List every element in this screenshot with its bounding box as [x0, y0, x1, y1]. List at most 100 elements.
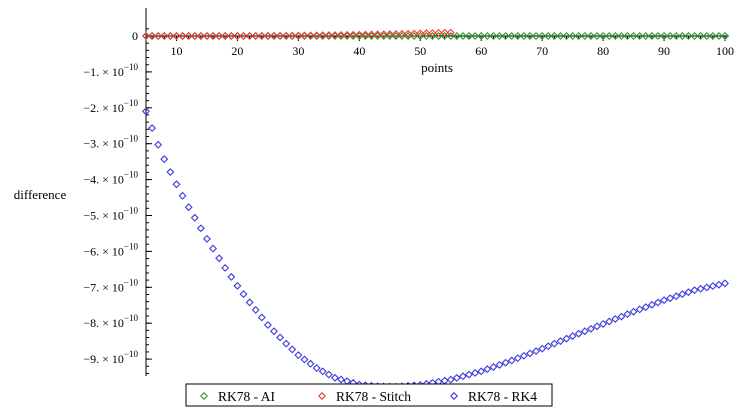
data-point — [172, 32, 181, 40]
data-point — [507, 356, 516, 365]
data-point — [611, 32, 620, 40]
data-point — [190, 213, 199, 222]
data-point — [495, 32, 504, 40]
data-point — [367, 30, 376, 39]
data-point — [544, 342, 553, 351]
data-point — [714, 32, 723, 40]
data-point — [660, 296, 669, 305]
data-point — [599, 32, 608, 40]
data-point — [160, 32, 169, 40]
data-point — [721, 279, 729, 288]
y-tick-label: −7. × 10−10 — [83, 277, 138, 294]
data-point — [452, 373, 461, 382]
data-point — [605, 32, 614, 40]
data-point — [142, 32, 150, 40]
data-point — [446, 32, 455, 40]
data-point — [422, 29, 431, 38]
x-axis: 10 20 30 40 50 60 70 80 90 100 — [146, 35, 734, 58]
data-point — [172, 180, 181, 189]
data-point — [440, 32, 449, 40]
data-point — [318, 31, 327, 40]
legend-label: RK78 - RK4 — [468, 389, 537, 404]
data-point — [263, 31, 272, 40]
data-point — [483, 365, 492, 374]
data-point — [666, 32, 675, 40]
data-point — [196, 32, 205, 40]
data-point — [623, 310, 632, 319]
data-point — [300, 355, 309, 364]
data-point — [684, 288, 693, 297]
data-point — [690, 286, 699, 295]
data-point — [696, 32, 705, 40]
y-axis: 0 −1. × 10−10 −2. × 10−10 −3. × 10−10 −4. × … — [83, 8, 152, 376]
data-point — [233, 31, 242, 40]
data-point — [154, 32, 163, 40]
data-point — [513, 354, 522, 363]
data-point — [202, 32, 211, 40]
data-point — [629, 307, 638, 316]
data-point — [519, 32, 528, 40]
data-point — [550, 339, 559, 348]
data-point — [465, 370, 473, 379]
data-point — [251, 305, 260, 314]
data-point — [708, 282, 717, 291]
data-point — [568, 32, 577, 40]
data-point — [148, 32, 157, 40]
data-point — [483, 32, 492, 40]
data-point — [294, 351, 303, 360]
data-point — [178, 191, 187, 200]
data-point — [721, 32, 729, 40]
x-tick-label: 100 — [716, 44, 734, 58]
data-point — [178, 32, 187, 40]
data-point — [501, 32, 510, 40]
data-point — [361, 30, 370, 39]
legend-marker — [318, 392, 326, 400]
data-point — [221, 263, 230, 272]
data-point — [593, 32, 601, 40]
legend-marker — [450, 392, 458, 400]
data-point — [666, 294, 675, 303]
data-point — [568, 332, 577, 341]
data-point — [635, 32, 644, 40]
data-point — [428, 29, 437, 38]
data-point — [209, 244, 218, 253]
y-tick-label: −4. × 10−10 — [83, 170, 138, 187]
x-tick-label: 90 — [658, 44, 670, 58]
y-tick-label: −3. × 10−10 — [83, 134, 138, 151]
data-point — [641, 303, 650, 312]
data-point — [678, 32, 687, 40]
series-2 — [142, 28, 455, 40]
data-point — [599, 319, 608, 328]
data-point — [465, 32, 473, 40]
data-point — [270, 327, 278, 336]
data-point — [611, 315, 620, 324]
data-point — [702, 32, 711, 40]
data-point — [690, 32, 699, 40]
data-point — [556, 32, 565, 40]
x-tick-label: 10 — [170, 44, 182, 58]
data-point — [404, 29, 413, 38]
data-point — [282, 31, 291, 40]
data-point — [489, 32, 498, 40]
data-point — [428, 32, 437, 40]
data-point — [288, 31, 297, 40]
data-point — [538, 344, 547, 353]
data-point — [355, 32, 364, 40]
legend-label: RK78 - AI — [218, 389, 276, 404]
data-point — [379, 30, 388, 39]
data-point — [653, 32, 662, 40]
data-point — [227, 272, 236, 281]
y-tick-label: −5. × 10−10 — [83, 206, 138, 223]
data-point — [410, 29, 419, 38]
data-point — [702, 283, 711, 292]
y-tick-label: −8. × 10−10 — [83, 313, 138, 330]
data-point — [276, 333, 285, 342]
data-point — [184, 32, 193, 40]
data-point — [714, 280, 723, 289]
data-point — [349, 30, 358, 39]
data-point — [605, 317, 614, 326]
data-point — [617, 32, 626, 40]
data-point — [641, 32, 650, 40]
data-point — [221, 31, 230, 40]
